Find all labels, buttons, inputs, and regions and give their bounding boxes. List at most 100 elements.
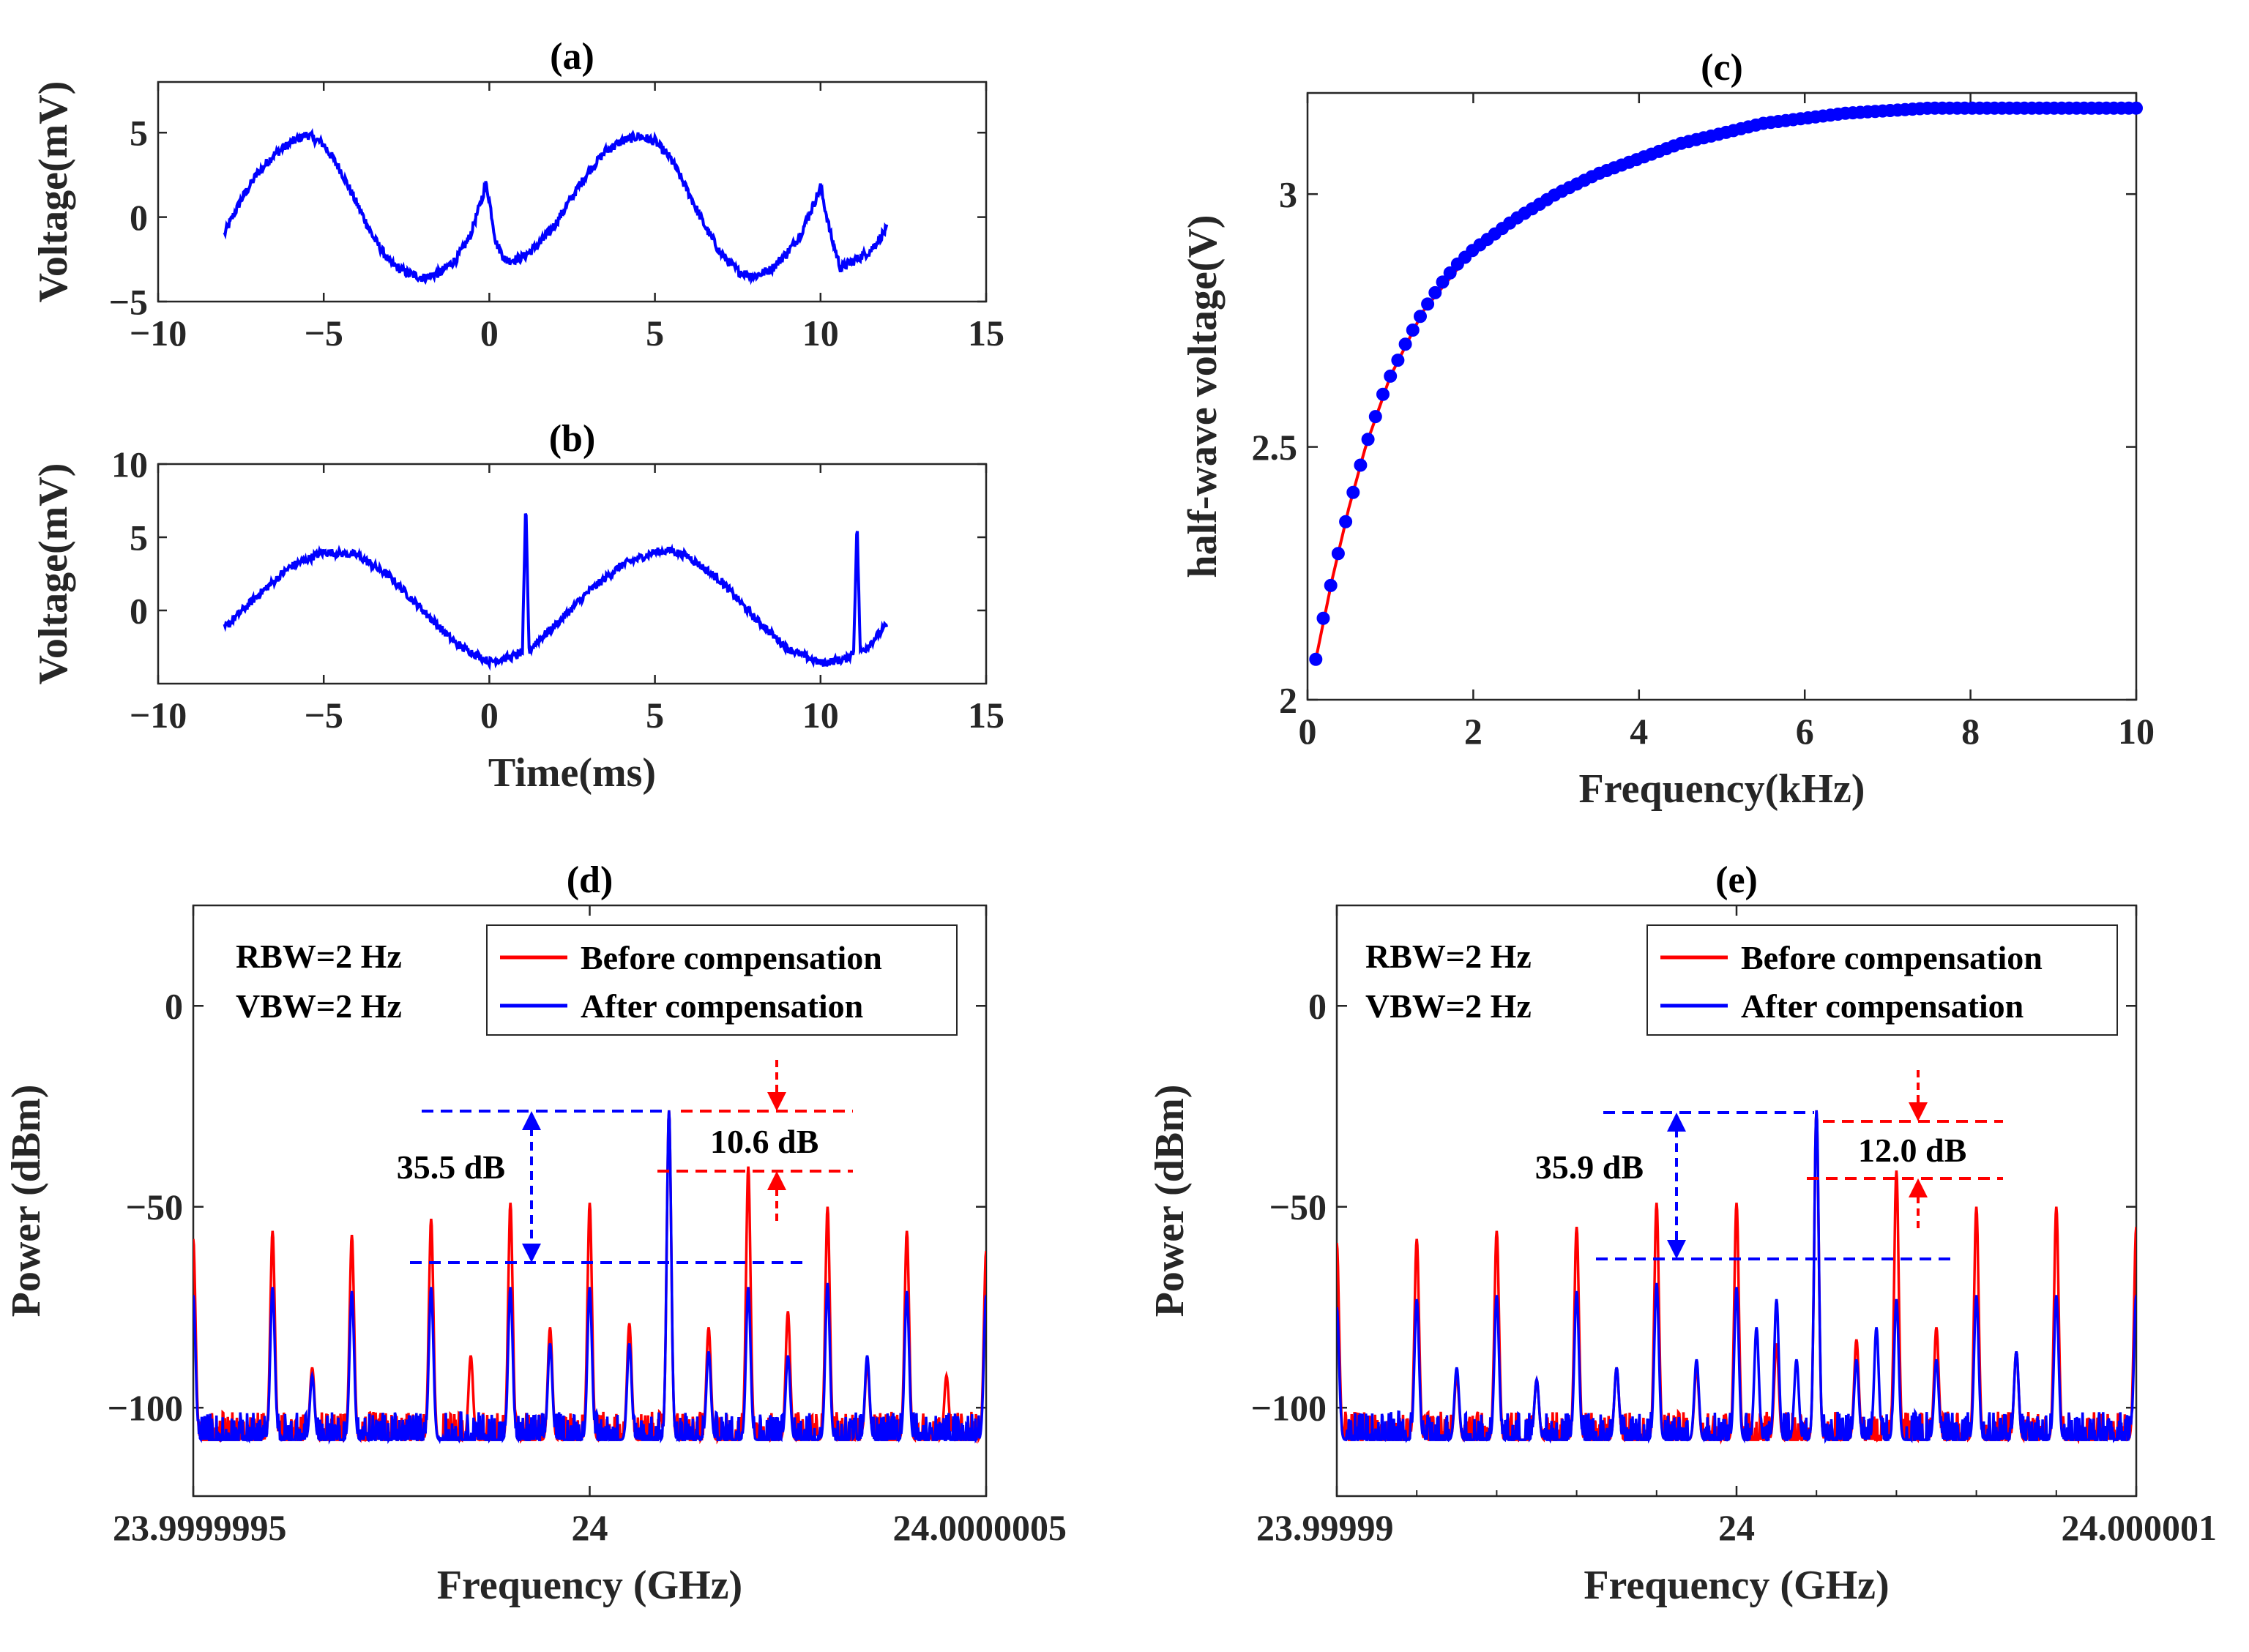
y-tick-label: 0 (130, 591, 148, 632)
y-tick-label: 2.5 (1252, 427, 1298, 468)
plot-frame (1306, 91, 2138, 701)
legend-label: Before compensation (581, 939, 882, 976)
x-tick-label: 10 (802, 695, 839, 736)
x-tick-label: 2 (1464, 711, 1482, 752)
data-point-measured (2130, 101, 2143, 115)
x-tick-label: 4 (1630, 711, 1648, 752)
x-tick-label: 0 (480, 695, 499, 736)
x-tick-label: −5 (304, 695, 343, 736)
data-point-measured (1316, 611, 1330, 625)
data-point-measured (1398, 337, 1412, 351)
data-point-measured (1421, 297, 1435, 311)
legend-label: Before compensation (1741, 939, 2043, 976)
y-tick-label: −5 (109, 282, 149, 323)
vbw-annotation: VBW=2 Hz (1365, 987, 1532, 1025)
data-point-measured (1324, 578, 1338, 592)
data-point-measured (1309, 652, 1323, 666)
series-line-after-compensation (193, 1110, 986, 1445)
y-tick-label: 0 (1308, 986, 1327, 1027)
x-axis-label: Frequency(kHz) (1579, 766, 1865, 812)
x-tick-label: 5 (646, 695, 664, 736)
vbw-annotation: VBW=2 Hz (236, 987, 402, 1025)
x-axis-label: Frequency (GHz) (1584, 1563, 1889, 1608)
y-axis-label: Power (dBm) (1147, 1085, 1193, 1318)
legend-box (486, 924, 958, 1036)
y-tick-label: −100 (108, 1388, 184, 1429)
x-axis-label: Frequency (GHz) (437, 1563, 742, 1608)
y-axis-label: Voltage(mV) (31, 463, 76, 685)
suppression-label-red: 10.6 dB (710, 1123, 818, 1160)
x-tick-label: 0 (480, 313, 499, 354)
legend-label: After compensation (1741, 987, 2024, 1025)
rbw-annotation: RBW=2 Hz (236, 938, 402, 975)
data-point-measured (1436, 275, 1450, 289)
y-tick-label: −50 (126, 1186, 184, 1227)
label-background (703, 1119, 864, 1160)
arrow-head-up (1909, 1178, 1928, 1197)
x-tick-label: 8 (1961, 711, 1980, 752)
chart-title: (b) (549, 418, 596, 460)
data-point-measured (1368, 410, 1382, 424)
arrow-head-down (522, 1244, 541, 1263)
arrow-head-up (1667, 1113, 1686, 1132)
series-line-voltage (223, 512, 889, 671)
data-point-measured (1428, 285, 1442, 299)
y-axis-label: Power (dBm) (4, 1085, 49, 1318)
x-tick-label: 23.9999995 (113, 1507, 287, 1548)
series-line-before-compensation (193, 1110, 986, 1445)
data-point-measured (1331, 547, 1345, 561)
chart-a: −10 −5 0 5 10 15−505(a)Voltage(mV) (31, 36, 1004, 354)
series-line-after-compensation (1337, 1110, 2136, 1444)
rbw-annotation: RBW=2 Hz (1365, 938, 1532, 975)
chart-b: −10 −5 0 5 10 15 0 5 10 (b) Time(ms) Voltage(mV) (31, 418, 1004, 796)
x-tick-label: 10 (2118, 711, 2155, 752)
y-tick-label: 0 (165, 986, 183, 1027)
arrow-head-up (767, 1171, 786, 1190)
y-tick-label: 5 (130, 113, 148, 154)
chart-e: 23.99999 24 24.000001 −100 −50 0 (e) Frequency … (1147, 859, 2217, 1608)
data-point-measured (1346, 485, 1360, 499)
x-axis-label: Time(ms) (488, 750, 656, 796)
label-background (1851, 1128, 2012, 1169)
arrow-head-down (767, 1092, 786, 1111)
data-point-measured (1443, 266, 1457, 280)
chart-title: (e) (1715, 859, 1758, 901)
legend-box (1646, 924, 2118, 1036)
x-tick-label: 24.000001 (2062, 1507, 2218, 1548)
arrow-head-down (1909, 1102, 1928, 1121)
chart-title: (c) (1701, 47, 1743, 89)
x-tick-label: −10 (130, 695, 187, 736)
suppression-label-blue: 35.5 dB (397, 1148, 505, 1186)
data-point-measured (1406, 324, 1420, 337)
data-point-measured (1384, 369, 1398, 383)
x-tick-label: −5 (304, 313, 343, 354)
y-tick-label: 0 (130, 197, 148, 238)
suppression-label-blue: 35.9 dB (1535, 1148, 1644, 1186)
series-line-voltage (223, 127, 889, 285)
x-tick-label: −10 (130, 313, 187, 354)
x-tick-label: 10 (802, 313, 839, 354)
x-tick-label: 24 (1718, 1507, 1755, 1548)
series-line-before-compensation (1337, 1110, 2136, 1445)
chart-d: 23.9999995 24 24.0000005 −100 −50 0 (d) Frequen… (4, 859, 1067, 1608)
x-tick-label: 6 (1796, 711, 1814, 752)
data-point-measured (1354, 458, 1368, 472)
y-axis-label: half-wave voltage(V) (1180, 214, 1226, 578)
data-point-measured (1361, 433, 1375, 446)
plot-frame (157, 463, 988, 685)
y-tick-label: −100 (1251, 1388, 1327, 1429)
data-point-measured (1339, 515, 1353, 528)
x-tick-label: 15 (968, 695, 1004, 736)
arrow-head-down (1667, 1240, 1686, 1259)
chart-title: (d) (567, 859, 613, 901)
suppression-label-red: 12.0 dB (1858, 1132, 1966, 1169)
series-line-fit (1314, 106, 2136, 660)
x-tick-label: 24 (572, 1507, 608, 1548)
legend-label: After compensation (581, 987, 863, 1025)
y-tick-label: −50 (1269, 1186, 1327, 1227)
x-tick-label: 5 (646, 313, 664, 354)
y-tick-label: 5 (130, 517, 148, 558)
x-tick-label: 24.0000005 (893, 1507, 1067, 1548)
